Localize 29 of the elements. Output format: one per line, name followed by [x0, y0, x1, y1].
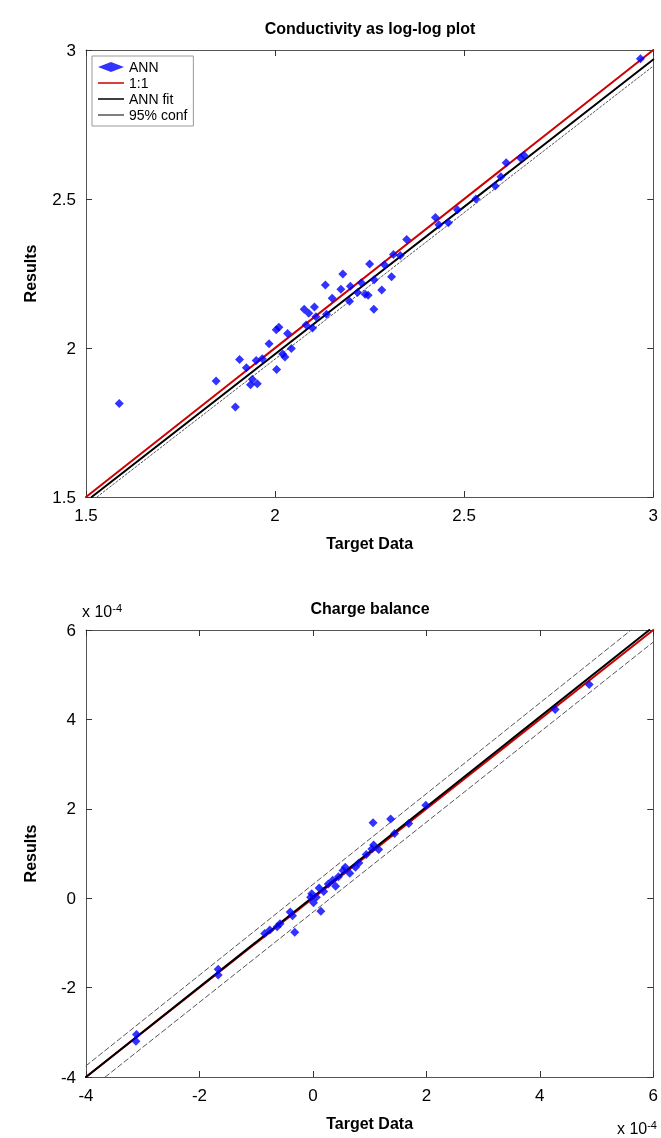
y-tick-label: 4	[66, 709, 76, 729]
y-tick-label: -4	[60, 1067, 76, 1087]
y-tick-label: 3	[66, 40, 76, 60]
x-axis-title: Target Data	[326, 534, 414, 552]
y-tick-label: 1.5	[52, 487, 76, 507]
y-axis-title: Results	[21, 824, 39, 883]
chart-title: Charge balance	[310, 599, 430, 617]
chart-title: Conductivity as log-log plot	[264, 19, 476, 37]
y-tick-label: 2	[66, 338, 76, 358]
x-axis-title: Target Data	[326, 1114, 414, 1132]
x-tick-label: -4	[78, 1086, 94, 1105]
x-tick-label: -2	[191, 1086, 208, 1105]
y-tick-label: 2.5	[52, 189, 76, 209]
legend-label: ANN fit	[129, 91, 174, 107]
x-tick-label: 2	[270, 506, 280, 525]
y-tick-label: 2	[66, 799, 76, 819]
legend-label: ANN	[129, 59, 159, 75]
x-tick-label: 2	[421, 1086, 432, 1105]
y-tick-label: -2	[60, 978, 76, 998]
y-axis-title: Results	[21, 244, 39, 303]
legend-label: 95% conf	[129, 107, 188, 123]
legend-label: 1:1	[129, 75, 149, 91]
x-tick-label: 2.5	[452, 506, 476, 525]
y-tick-label: 6	[66, 620, 76, 640]
y-tick-label: 0	[66, 888, 76, 908]
x-tick-label: 0	[308, 1086, 318, 1105]
x-tick-label: 4	[535, 1086, 545, 1105]
x-tick-label: 6	[648, 1086, 659, 1105]
x-tick-label: 3	[648, 506, 659, 525]
